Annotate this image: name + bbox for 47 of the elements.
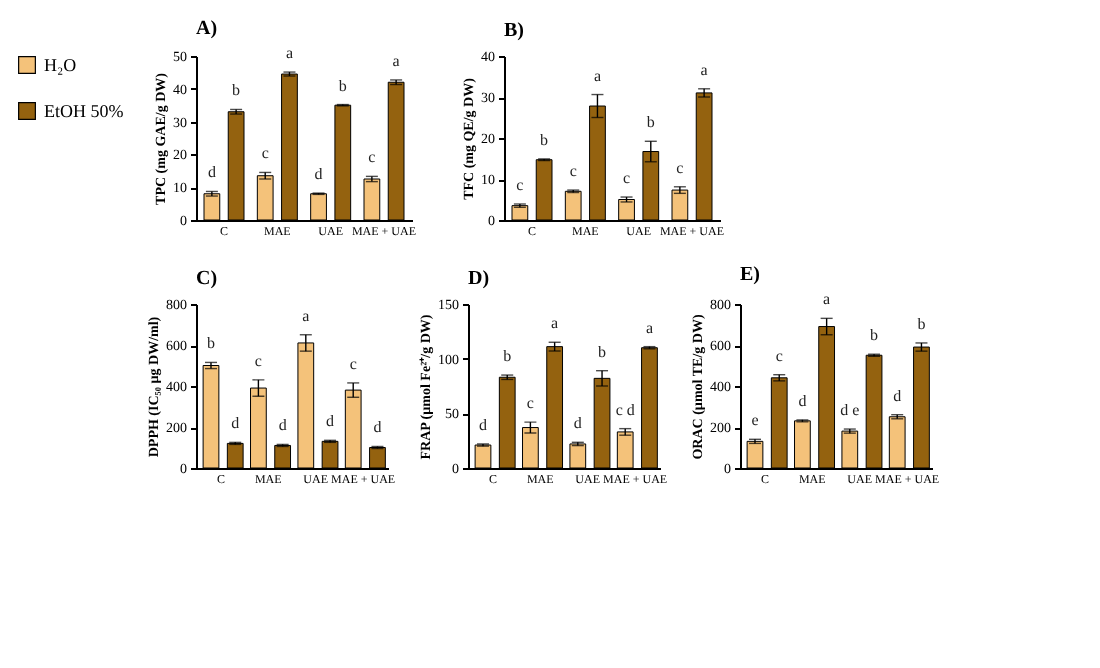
annotation: b bbox=[503, 347, 512, 366]
annotation: c bbox=[368, 148, 377, 167]
annotation: c bbox=[254, 351, 263, 370]
annotation: d bbox=[893, 386, 902, 405]
annotation: c bbox=[261, 144, 270, 163]
annotation: b bbox=[232, 81, 241, 100]
chart-title: C) bbox=[196, 268, 218, 290]
annotation: d bbox=[326, 412, 335, 431]
annotation: c bbox=[569, 162, 578, 181]
annotation: d bbox=[278, 416, 287, 435]
annotation: a bbox=[593, 66, 602, 85]
annotation: b bbox=[338, 76, 347, 95]
chart-title: B) bbox=[504, 20, 524, 42]
annotation: a bbox=[645, 318, 654, 337]
annotation: b bbox=[870, 326, 879, 345]
annotation: c bbox=[516, 176, 525, 195]
annotation: a bbox=[302, 306, 311, 325]
annotation: d bbox=[314, 165, 323, 184]
annotation: a bbox=[392, 51, 401, 70]
annotation: a bbox=[285, 44, 294, 63]
annotation: d bbox=[207, 163, 216, 182]
chart-title: A) bbox=[196, 18, 218, 41]
annotation: b bbox=[646, 113, 655, 132]
annotation: b bbox=[540, 130, 549, 149]
annotation: d bbox=[573, 414, 582, 433]
annotation: e bbox=[751, 411, 760, 430]
annotation: b bbox=[598, 342, 607, 361]
annotation: b bbox=[206, 334, 215, 353]
annotation: c bbox=[775, 346, 784, 365]
annotation: b bbox=[917, 314, 926, 333]
annotation: c bbox=[526, 394, 535, 413]
annotation: a bbox=[551, 314, 560, 333]
annotation: c bbox=[676, 158, 685, 177]
annotation: a bbox=[823, 290, 832, 309]
annotation: c d bbox=[615, 400, 635, 419]
annotation: c bbox=[622, 169, 631, 188]
annotation: d bbox=[231, 414, 240, 433]
legend-label: EtOH 50% bbox=[44, 101, 125, 121]
annotation: d bbox=[478, 415, 487, 434]
annotation: c bbox=[349, 354, 358, 373]
chart-title: E) bbox=[740, 264, 760, 287]
legend-label: H₂O bbox=[44, 55, 78, 75]
annotation: d bbox=[373, 418, 382, 437]
annotation: a bbox=[700, 60, 709, 79]
chart-title: D) bbox=[468, 268, 490, 290]
annotation: d e bbox=[840, 401, 861, 420]
annotation: d bbox=[798, 391, 807, 410]
